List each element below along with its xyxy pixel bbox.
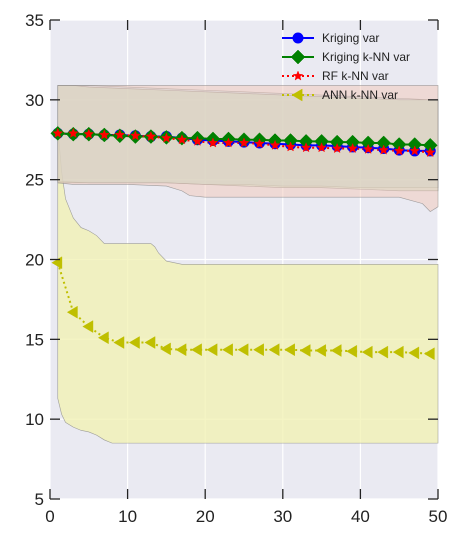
data-point-ann-k-nn-var (222, 343, 233, 357)
x-tick-label: 20 (196, 507, 215, 526)
y-tick-label: 25 (25, 171, 44, 190)
data-point-ann-k-nn-var (206, 343, 218, 357)
data-point-rf-k-nn-var (424, 146, 436, 158)
data-point-rf-k-nn-var (176, 134, 188, 145)
x-tick-label: 30 (273, 507, 292, 526)
data-point-rf-k-nn-var (347, 142, 358, 154)
data-point-ann-k-nn-var (408, 346, 420, 360)
data-point-rf-k-nn-var (114, 129, 126, 140)
data-point-ann-k-nn-var (128, 336, 140, 349)
data-point-ann-k-nn-var (423, 347, 435, 361)
legend-marker-rf-k-nn-var (292, 70, 304, 81)
data-point-ann-k-nn-var (346, 344, 358, 358)
data-point-rf-k-nn-var (285, 141, 296, 152)
data-point-ann-k-nn-var (268, 343, 280, 357)
data-point-ann-k-nn-var (377, 345, 389, 359)
data-point-rf-k-nn-var (68, 127, 79, 138)
data-point-rf-k-nn-var (316, 142, 327, 153)
data-point-rf-k-nn-var (223, 137, 234, 148)
data-point-ann-k-nn-var (82, 320, 94, 333)
legend-marker-ann-k-nn-var (291, 88, 303, 102)
legend-label-rf-k-nn-var: RF k-NN var (322, 69, 389, 83)
data-point-rf-k-nn-var (393, 145, 405, 156)
y-tick-label: 30 (25, 91, 44, 110)
x-tick-label: 10 (118, 507, 137, 526)
series-markers (50, 126, 438, 361)
legend-label-kriging-k-nn-var: Kriging k-NN var (322, 50, 410, 64)
legend-label-ann-k-nn-var: ANN k-NN var (322, 88, 398, 102)
data-point-ann-k-nn-var (330, 344, 342, 357)
legend: Kriging var Kriging k-NN var RF k-NN var AN… (282, 31, 410, 102)
data-point-ann-k-nn-var (392, 345, 404, 359)
data-point-rf-k-nn-var (378, 144, 389, 155)
x-tick-label: 50 (429, 507, 448, 526)
x-tick-label: 0 (45, 507, 54, 526)
data-point-ann-k-nn-var (361, 345, 373, 359)
data-point-ann-k-nn-var (299, 344, 311, 357)
data-point-rf-k-nn-var (238, 137, 250, 148)
data-point-rf-k-nn-var (130, 130, 141, 141)
y-tick-label: 35 (25, 11, 44, 30)
legend-marker-kriging-var (292, 32, 304, 44)
data-point-rf-k-nn-var (83, 128, 95, 139)
data-point-rf-k-nn-var (161, 132, 172, 143)
data-point-ann-k-nn-var (284, 343, 295, 357)
data-point-rf-k-nn-var (254, 138, 265, 149)
data-point-ann-k-nn-var (144, 336, 156, 349)
data-point-rf-k-nn-var (99, 129, 110, 140)
data-point-ann-k-nn-var (113, 336, 125, 349)
data-point-ann-k-nn-var (66, 305, 78, 319)
data-point-ann-k-nn-var (237, 343, 249, 357)
legend-marker-kriging-k-nn-var (290, 49, 306, 65)
band-rf-k-nn-var (57, 85, 439, 212)
data-point-ann-k-nn-var (97, 331, 109, 345)
data-point-ann-k-nn-var (315, 344, 326, 357)
data-point-rf-k-nn-var (269, 139, 281, 150)
data-point-rf-k-nn-var (409, 145, 420, 156)
x-tick-label: 40 (351, 507, 370, 526)
data-point-rf-k-nn-var (52, 127, 64, 138)
y-tick-label: 20 (25, 251, 44, 270)
data-point-ann-k-nn-var (160, 342, 171, 356)
y-tick-label: 15 (25, 330, 44, 349)
legend-label-kriging-var: Kriging var (322, 31, 379, 45)
data-point-ann-k-nn-var (253, 343, 264, 357)
y-tick-label: 10 (25, 410, 44, 429)
data-point-ann-k-nn-var (175, 343, 187, 357)
data-point-ann-k-nn-var (191, 343, 202, 357)
data-point-rf-k-nn-var (192, 135, 203, 146)
data-point-rf-k-nn-var (331, 142, 343, 154)
data-point-rf-k-nn-var (362, 143, 374, 154)
data-point-rf-k-nn-var (300, 142, 312, 153)
y-tick-label: 5 (35, 490, 44, 509)
band-ann-k-nn-var (57, 126, 439, 444)
data-point-rf-k-nn-var (145, 131, 157, 142)
axis-ticks: 0 10 20 30 40 50 5 10 15 20 25 30 35 (25, 11, 447, 526)
data-point-rf-k-nn-var (207, 137, 219, 148)
